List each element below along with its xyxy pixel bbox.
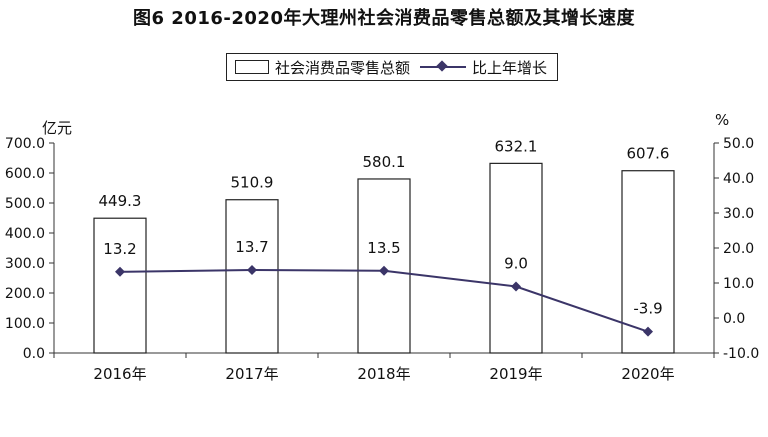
legend-line-label: 比上年增长 xyxy=(472,58,548,77)
y-right-tick-label: 30.0 xyxy=(723,206,754,222)
x-tick-label: 2018年 xyxy=(357,365,410,383)
y-left-tick-label: 700.0 xyxy=(5,136,45,152)
y-left-tick-label: 0.0 xyxy=(23,346,45,362)
growth-point xyxy=(643,326,653,337)
legend-bar-label: 社会消费品零售总额 xyxy=(275,58,411,77)
legend-item-bar: 社会消费品零售总额 xyxy=(227,57,410,78)
y-left-tick-label: 600.0 xyxy=(5,166,45,182)
growth-point xyxy=(247,265,257,276)
legend-bar-swatch xyxy=(235,60,269,74)
y-left-tick-label: 500.0 xyxy=(5,196,45,212)
y-right-tick-label: 40.0 xyxy=(723,171,754,187)
y-right-tick-label: 10.0 xyxy=(723,276,754,292)
legend-item-line: 比上年增长 xyxy=(410,57,547,78)
legend-line-swatch xyxy=(420,60,467,73)
x-tick-label: 2016年 xyxy=(93,365,146,383)
bar-value-label: 510.9 xyxy=(231,174,274,192)
growth-value-label: 13.5 xyxy=(367,239,400,257)
y-axis-right-unit: % xyxy=(715,111,730,129)
growth-value-label: 13.7 xyxy=(235,238,268,256)
bar-value-label: 607.6 xyxy=(627,145,670,163)
growth-point xyxy=(511,281,521,292)
y-right-tick-label: 20.0 xyxy=(723,241,754,257)
y-left-tick-label: 100.0 xyxy=(5,316,45,332)
bar xyxy=(93,217,147,354)
growth-point xyxy=(115,266,125,277)
legend: 社会消费品零售总额 比上年增长 xyxy=(226,53,558,81)
y-left-tick-label: 200.0 xyxy=(5,286,45,302)
y-left-tick-label: 300.0 xyxy=(5,256,45,272)
y-right-tick-label: -10.0 xyxy=(723,346,759,362)
x-tick-label: 2017年 xyxy=(225,365,278,383)
bar xyxy=(489,162,543,354)
bar-value-label: 580.1 xyxy=(363,153,406,171)
growth-value-label: 13.2 xyxy=(103,240,136,258)
y-right-tick-label: 50.0 xyxy=(723,136,754,152)
growth-value-label: -3.9 xyxy=(633,300,662,318)
growth-point xyxy=(379,265,389,276)
bar xyxy=(621,170,675,354)
x-tick-label: 2020年 xyxy=(621,365,674,383)
growth-value-label: 9.0 xyxy=(504,255,528,273)
bar-value-label: 632.1 xyxy=(495,137,538,155)
chart-title: 图6 2016-2020年大理州社会消费品零售总额及其增长速度 xyxy=(133,8,635,29)
y-right-tick-label: 0.0 xyxy=(723,311,745,327)
bar-value-label: 449.3 xyxy=(99,192,142,210)
x-tick-label: 2019年 xyxy=(489,365,542,383)
bar xyxy=(225,199,279,354)
y-axis-left-unit: 亿元 xyxy=(42,119,73,137)
y-left-tick-label: 400.0 xyxy=(5,226,45,242)
